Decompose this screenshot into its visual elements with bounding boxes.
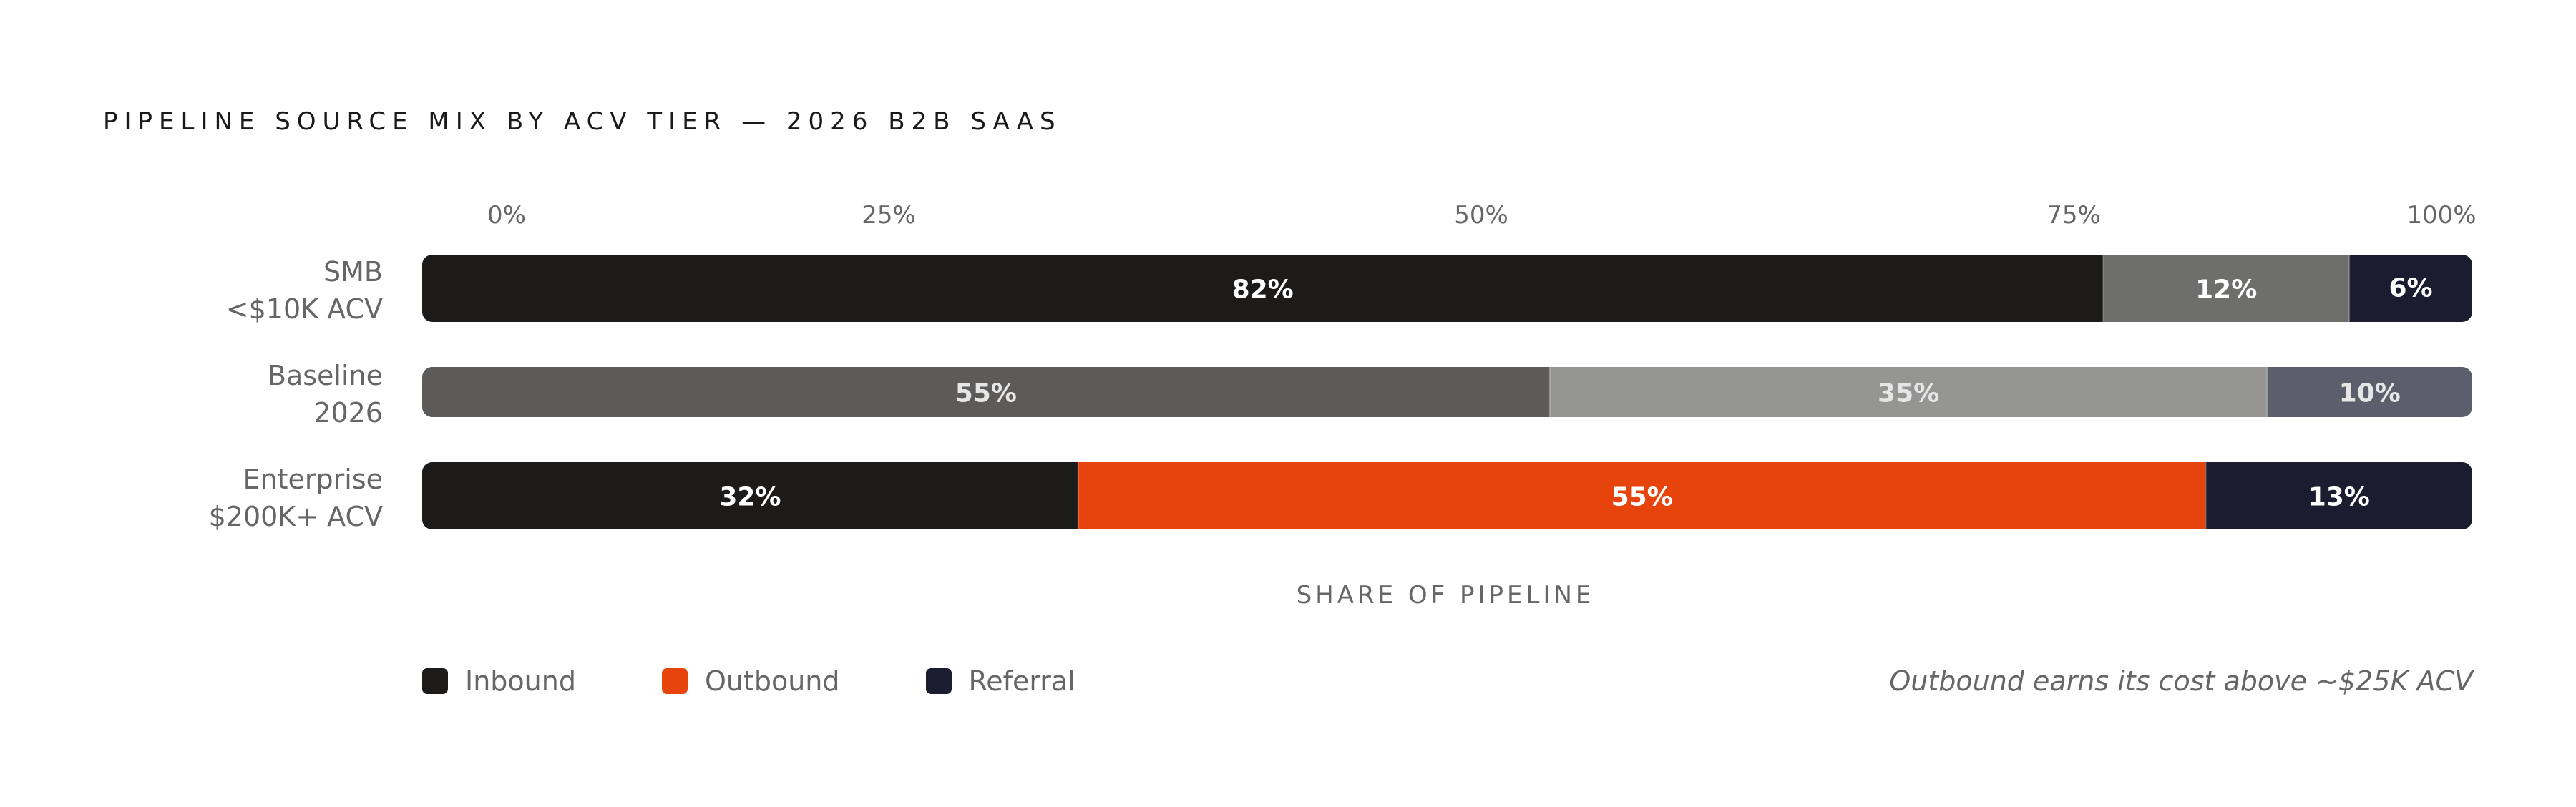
bar-segment-enterprise-inbound <box>422 462 1079 529</box>
legend-item-outbound: Outbound <box>661 665 840 697</box>
data-label-smb-referral: 6% <box>2389 274 2432 303</box>
x-tick-label-2: 50% <box>1454 201 1508 230</box>
bars: 82% 12% 6% 55% 35% 10% 32% 55% 13% <box>422 255 2472 529</box>
category-sublabel-baseline: 2026 <box>313 397 383 429</box>
category-label-baseline: Baseline <box>268 360 383 391</box>
data-label-baseline-referral: 10% <box>2339 378 2401 408</box>
legend-item-referral: Referral <box>925 665 1075 697</box>
category-label-enterprise: Enterprise <box>243 464 383 495</box>
bar-segment-baseline-referral <box>2267 367 2472 417</box>
legend-label-outbound: Outbound <box>704 665 840 697</box>
x-tick-label-0: 0% <box>487 201 526 230</box>
data-label-smb-inbound: 82% <box>1232 275 1294 304</box>
category-labels: SMB <$10K ACV Baseline 2026 Enterprise $200K+… <box>209 256 383 532</box>
x-tick-label-3: 75% <box>2046 201 2101 230</box>
chart-annotation: Outbound earns its cost above ~$25K ACV <box>1889 665 2473 697</box>
bar-labels-baseline: 55% 35% 10% <box>955 378 2401 408</box>
bar-labels-smb: 82% 12% 6% <box>1232 274 2433 305</box>
bar-row-enterprise <box>422 462 2472 529</box>
data-label-enterprise-referral: 13% <box>2308 482 2370 512</box>
data-label-baseline-outbound: 35% <box>1878 378 1939 408</box>
bar-row-baseline <box>422 367 2472 417</box>
x-axis-ticks: 0% 25% 50% 75% 100% <box>487 201 2477 230</box>
category-sublabel-smb: <$10K ACV <box>226 293 383 325</box>
data-label-baseline-inbound: 55% <box>955 378 1017 408</box>
bar-segment-smb-inbound <box>422 255 2104 322</box>
category-sublabel-enterprise: $200K+ ACV <box>209 501 383 532</box>
legend-item-inbound: Inbound <box>422 665 576 697</box>
bar-row-smb <box>422 255 2472 322</box>
x-axis-title: SHARE OF PIPELINE <box>1296 581 1595 610</box>
bar-segment-enterprise-referral <box>2205 462 2472 529</box>
x-tick-label-4: 100% <box>2406 201 2476 230</box>
data-label-enterprise-inbound: 32% <box>719 482 781 512</box>
legend-swatch-referral <box>925 668 952 694</box>
x-tick-label-1: 25% <box>862 201 916 230</box>
bar-segment-baseline-outbound <box>1549 367 2268 417</box>
bar-labels-enterprise: 32% 55% 13% <box>719 482 2370 512</box>
bar-segment-smb-outbound <box>2103 255 2350 322</box>
chart-title: PIPELINE SOURCE MIX BY ACV TIER — 2026 B… <box>103 107 1062 136</box>
data-label-enterprise-outbound: 55% <box>1611 482 1673 512</box>
bar-segment-smb-referral <box>2349 255 2472 322</box>
legend-label-referral: Referral <box>968 665 1075 697</box>
legend-swatch-inbound <box>422 668 448 694</box>
legend-label-inbound: Inbound <box>465 665 576 697</box>
bar-segment-baseline-inbound <box>422 367 1551 417</box>
data-label-smb-outbound: 12% <box>2195 275 2257 304</box>
bar-segment-enterprise-outbound <box>1078 462 2207 529</box>
legend: Inbound Outbound Referral <box>422 665 1161 697</box>
category-label-smb: SMB <box>323 256 383 288</box>
legend-swatch-outbound <box>661 668 688 694</box>
